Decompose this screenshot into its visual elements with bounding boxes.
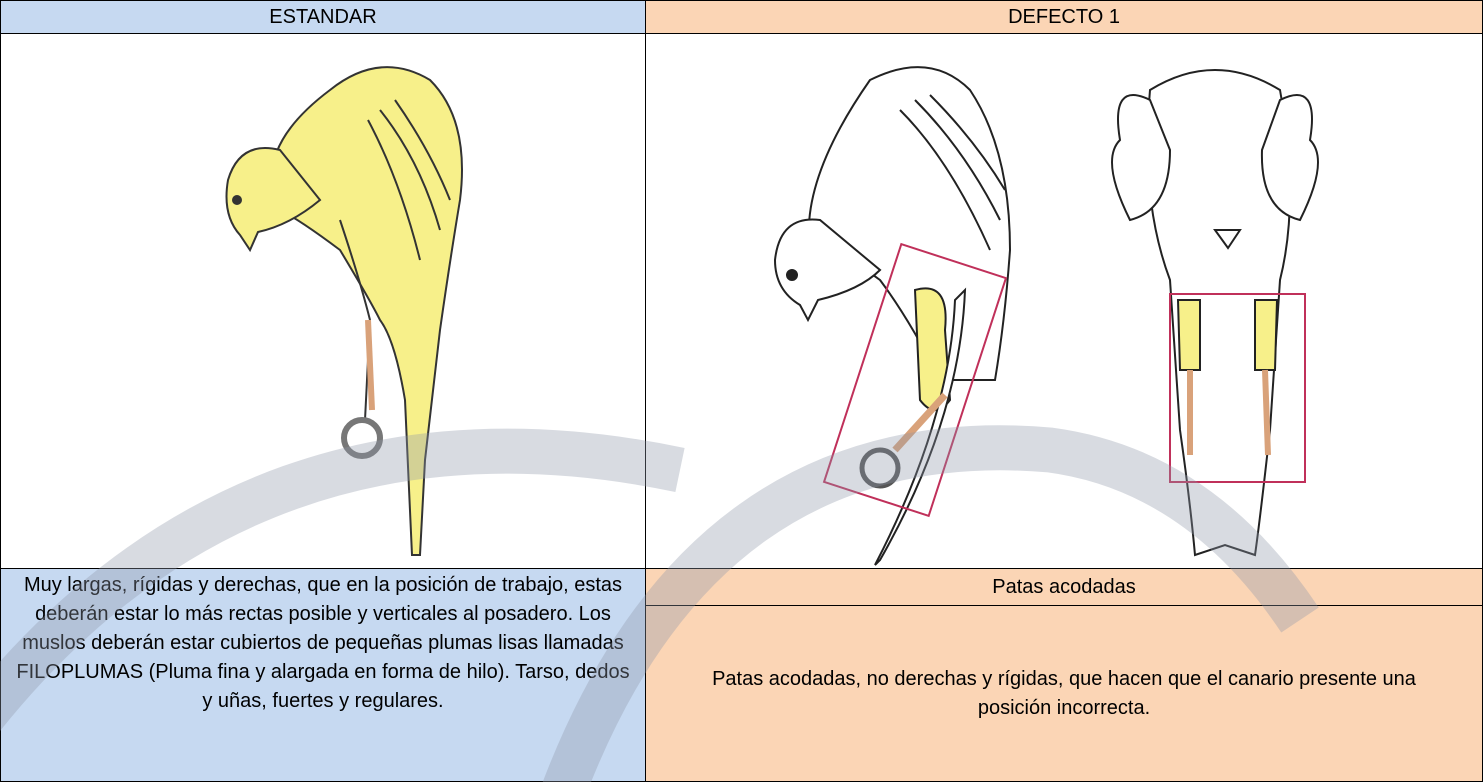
- defect-title: Patas acodadas: [645, 568, 1483, 606]
- header-left: ESTANDAR: [0, 0, 646, 34]
- canary-standard: [225, 66, 463, 556]
- canary-defect-front: [1111, 69, 1319, 557]
- standard-description: Muy largas, rígidas y derechas, que en l…: [0, 568, 646, 782]
- defect-description: Patas acodadas, no derechas y rígidas, q…: [645, 605, 1483, 782]
- canary-defect-side: [773, 66, 1012, 566]
- watermark: [0, 425, 1319, 782]
